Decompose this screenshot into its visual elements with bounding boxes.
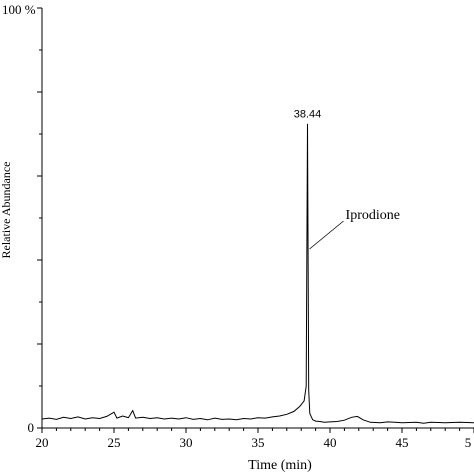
x-axis-title: Time (min) bbox=[248, 458, 312, 473]
x-axis-ticks: 20 25 30 35 40 45 5 bbox=[36, 428, 474, 450]
iprodione-annotation: Iprodione bbox=[346, 208, 400, 223]
chromatogram-trace bbox=[41, 123, 474, 424]
x-tick-label: 35 bbox=[252, 435, 265, 450]
y-tick-label-zero: 0 bbox=[28, 420, 35, 435]
y-axis-title-group: Relative Abundance bbox=[0, 162, 13, 259]
x-tick-label: 5 bbox=[465, 435, 472, 450]
x-tick-label: 30 bbox=[180, 435, 193, 450]
peak-retention-time-label: 38.44 bbox=[294, 109, 322, 121]
x-tick-label: 25 bbox=[108, 435, 121, 450]
y-axis-ticks bbox=[37, 7, 42, 429]
y-axis-title: Relative Abundance bbox=[0, 162, 13, 259]
y-max-label: 100 % bbox=[2, 2, 36, 17]
iprodione-leader-line bbox=[309, 220, 344, 250]
x-tick-label: 45 bbox=[396, 435, 409, 450]
x-tick-label: 40 bbox=[324, 435, 337, 450]
x-tick-label: 20 bbox=[36, 435, 49, 450]
